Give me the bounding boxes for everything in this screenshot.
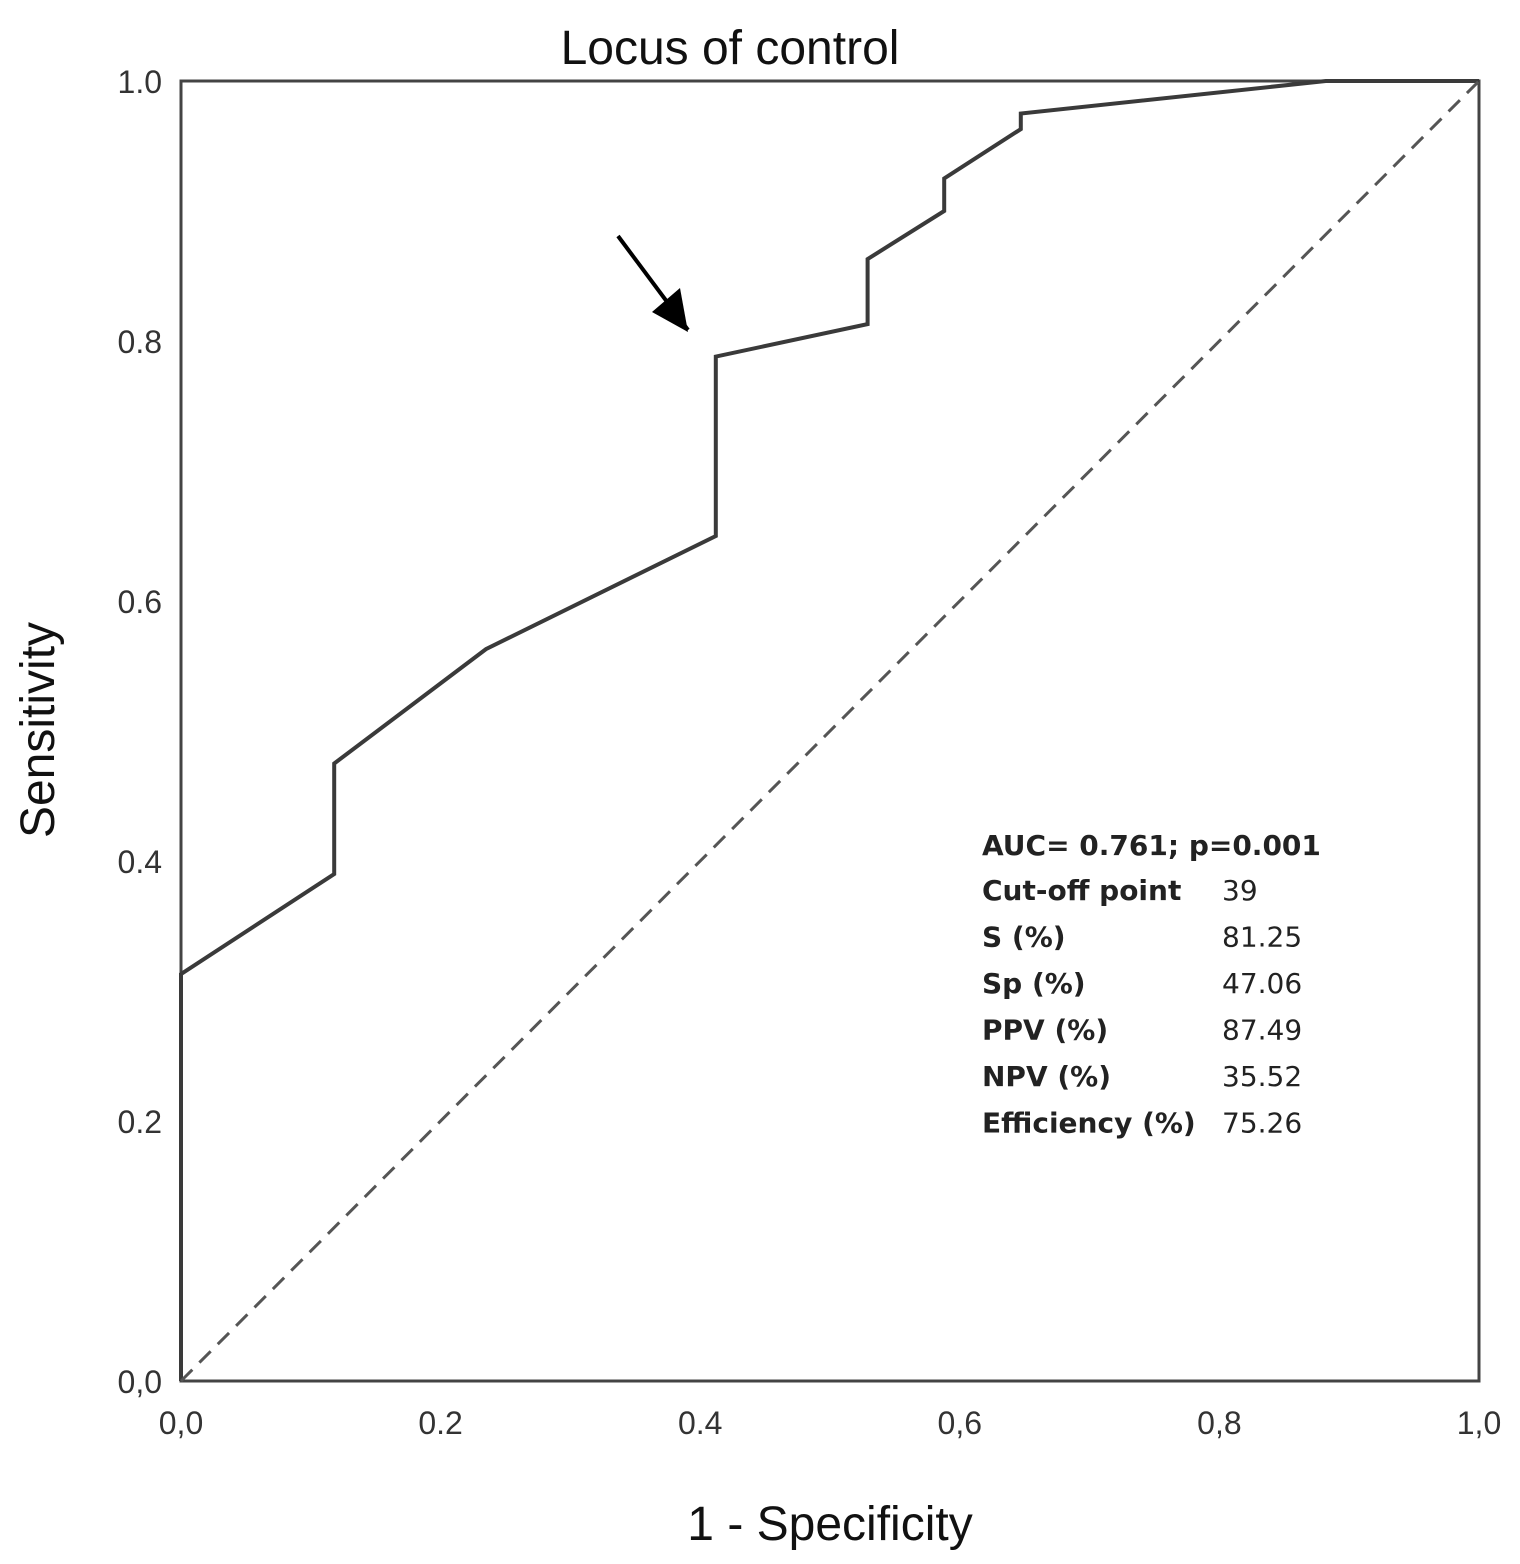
x-tick-label: 0,0	[159, 1405, 203, 1441]
auc-text: AUC= 0.761; p=0.001	[982, 829, 1321, 862]
stat-label: Sp (%)	[982, 967, 1086, 1000]
y-tick-label: 0.2	[118, 1104, 162, 1140]
stat-value: 87.49	[1222, 1014, 1302, 1047]
stat-label: Efficiency (%)	[982, 1107, 1196, 1140]
x-tick-label: 0.4	[678, 1405, 722, 1441]
series-layer	[179, 79, 1481, 1383]
x-tick-label: 0.2	[418, 1405, 462, 1441]
reference-diagonal-line	[179, 79, 1481, 1383]
stat-value: 47.06	[1222, 967, 1302, 1000]
stat-value: 39	[1222, 874, 1258, 907]
annotation-arrowhead	[652, 288, 688, 332]
y-tick-label: 0.6	[118, 584, 162, 620]
x-tick-labels: 0,0 0.2 0.4 0,6 0,8 1,0	[159, 1405, 1501, 1441]
roc-curve-line	[179, 79, 1479, 1381]
y-tick-label: 0.4	[118, 844, 162, 880]
stats-box: AUC= 0.761; p=0.001 Cut-off point 39 S (%)…	[982, 829, 1321, 1140]
y-tick-label: 0.8	[118, 324, 162, 360]
stat-label: PPV (%)	[982, 1014, 1108, 1047]
x-axis-label: 1 - Specificity	[687, 1498, 972, 1551]
stat-value: 35.52	[1222, 1060, 1302, 1093]
y-tick-labels: 0,0 0.2 0.4 0.6 0.8 1.0	[118, 64, 162, 1400]
plot-frame	[179, 79, 1481, 1383]
stat-label: Cut-off point	[982, 874, 1181, 907]
x-tick-label: 0,8	[1197, 1405, 1241, 1441]
y-tick-label: 1.0	[118, 64, 162, 100]
x-tick-label: 1,0	[1457, 1405, 1501, 1441]
stat-label: S (%)	[982, 921, 1066, 954]
x-tick-label: 0,6	[938, 1405, 982, 1441]
y-axis-label: Sensitivity	[12, 622, 65, 838]
stat-value: 81.25	[1222, 921, 1302, 954]
chart-title: Locus of control	[561, 22, 900, 75]
stat-label: NPV (%)	[982, 1060, 1111, 1093]
y-tick-label: 0,0	[118, 1364, 162, 1400]
stat-value: 75.26	[1222, 1107, 1302, 1140]
